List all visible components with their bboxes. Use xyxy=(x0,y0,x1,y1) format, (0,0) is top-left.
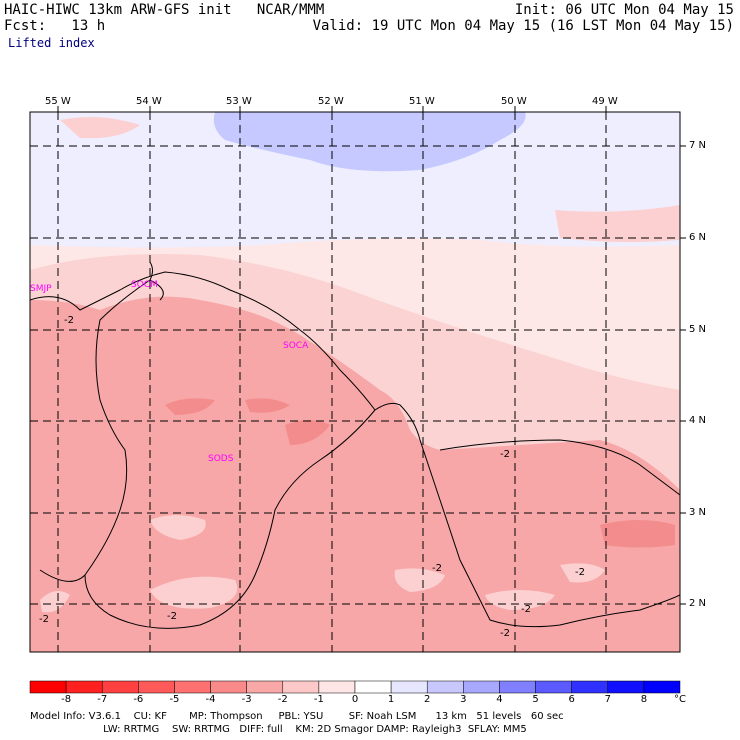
contour-line xyxy=(439,439,680,496)
colorbar-tick-label: -2 xyxy=(277,694,288,705)
field-patch xyxy=(555,205,680,243)
lat-label-2n: 2 N xyxy=(689,598,707,609)
contour-label: -2 xyxy=(39,614,49,625)
colorbar-swatch xyxy=(174,680,211,694)
colorbar-tick-label: -5 xyxy=(169,694,180,705)
colorbar-swatch xyxy=(354,680,392,694)
border-segment xyxy=(149,279,164,301)
field-patch xyxy=(285,420,330,445)
valid-time: Valid: 19 UTC Mon 04 May 15 (16 LST Mon … xyxy=(312,18,734,34)
map-frame xyxy=(29,111,681,653)
colorbar-tick-label: -6 xyxy=(133,694,144,705)
model-info-line1: Model Info: V3.6.1 CU: KF MP: Thompson P… xyxy=(30,711,564,722)
field-patch xyxy=(165,398,215,415)
colorbar-tick-label: 7 xyxy=(604,694,611,705)
colorbar-tick-label: -4 xyxy=(205,694,216,705)
lon-label-51w: 51 W xyxy=(409,96,435,107)
colorbar-unit: °C xyxy=(674,694,686,705)
lat-label-3n: 3 N xyxy=(689,507,707,518)
field-patch xyxy=(60,116,140,139)
lon-label-52w: 52 W xyxy=(318,96,344,107)
lon-label-55w: 55 W xyxy=(45,96,71,107)
model-title: HAIC-HIWC 13km ARW-GFS init NCAR/MMM xyxy=(4,2,325,18)
lat-label-5n: 5 N xyxy=(689,324,707,335)
colorbar-swatch xyxy=(65,680,103,694)
border-french-guiana xyxy=(84,409,376,629)
colorbar-swatch xyxy=(426,680,464,694)
colorbar-swatch xyxy=(246,680,284,694)
lon-label-50w: 50 W xyxy=(501,96,527,107)
init-time: Init: 06 UTC Mon 04 May 15 xyxy=(514,2,734,18)
colorbar-swatch xyxy=(571,680,609,694)
station-soca: SOCA xyxy=(283,341,309,351)
colorbar-tick-label: 6 xyxy=(568,694,575,705)
colorbar-swatch xyxy=(643,680,681,694)
colorbar-swatch xyxy=(607,680,645,694)
colorbar-tick-label: 5 xyxy=(532,694,539,705)
field-patch xyxy=(600,520,675,548)
station-socm: SOCM xyxy=(131,280,158,290)
colorbar-tick-label: -1 xyxy=(313,694,324,705)
colorbar-swatch xyxy=(390,680,428,694)
contour-label: -2 xyxy=(500,628,510,639)
field-patch xyxy=(245,398,290,413)
colorbar-swatch xyxy=(535,680,572,694)
contour-label: -2 xyxy=(432,563,442,574)
colorbar-tick-label: -3 xyxy=(241,694,252,705)
colorbar-tick-label: 1 xyxy=(387,694,395,705)
colorbar-tick-label: -8 xyxy=(61,694,72,705)
coastline xyxy=(30,271,680,628)
lat-label-7n: 7 N xyxy=(689,140,707,151)
forecast-hour: Fcst: 13 h xyxy=(4,18,106,34)
colorbar-swatch xyxy=(318,680,356,694)
field-patch xyxy=(394,568,445,592)
contour-label: -2 xyxy=(521,604,531,615)
colorbar-swatch xyxy=(463,680,500,694)
field-patch xyxy=(560,563,605,583)
field-patch xyxy=(485,590,555,610)
lon-label-53w: 53 W xyxy=(226,96,252,107)
station-smjp: SMJP xyxy=(30,284,52,294)
colorbar xyxy=(29,680,681,694)
model-info-line2: LW: RRTMG SW: RRTMG DIFF: full KM: 2D Sm… xyxy=(30,724,527,735)
lon-label-54w: 54 W xyxy=(136,96,162,107)
colorbar-tick-label: 8 xyxy=(640,694,648,705)
contour-label: -2 xyxy=(500,449,510,460)
field-patch xyxy=(40,591,70,613)
colorbar-tick-label: 2 xyxy=(424,694,431,705)
colorbar-tick-label: -7 xyxy=(97,694,108,705)
contour-label: -2 xyxy=(167,611,177,622)
lat-label-4n: 4 N xyxy=(689,415,707,426)
station-sods: SODS xyxy=(208,454,234,464)
lon-label-49w: 49 W xyxy=(592,96,618,107)
field-negative-core xyxy=(30,296,680,652)
field-positive-core xyxy=(213,112,526,172)
field-patch xyxy=(150,515,206,540)
colorbar-swatch xyxy=(282,680,320,694)
lat-label-6n: 6 N xyxy=(689,232,707,243)
colorbar-swatch xyxy=(210,680,247,694)
colorbar-swatch xyxy=(101,680,139,694)
variable-name: Lifted index xyxy=(8,36,95,50)
colorbar-tick-label: 4 xyxy=(496,694,503,705)
colorbar-swatch xyxy=(138,680,175,694)
contour-label: -2 xyxy=(64,315,74,326)
field-patch xyxy=(150,576,238,609)
colorbar-swatch xyxy=(499,680,536,694)
colorbar-swatch xyxy=(29,680,67,694)
colorbar-tick-label: 0 xyxy=(351,694,359,705)
contour-label: -2 xyxy=(575,567,585,578)
colorbar-tick-label: 3 xyxy=(460,694,467,705)
